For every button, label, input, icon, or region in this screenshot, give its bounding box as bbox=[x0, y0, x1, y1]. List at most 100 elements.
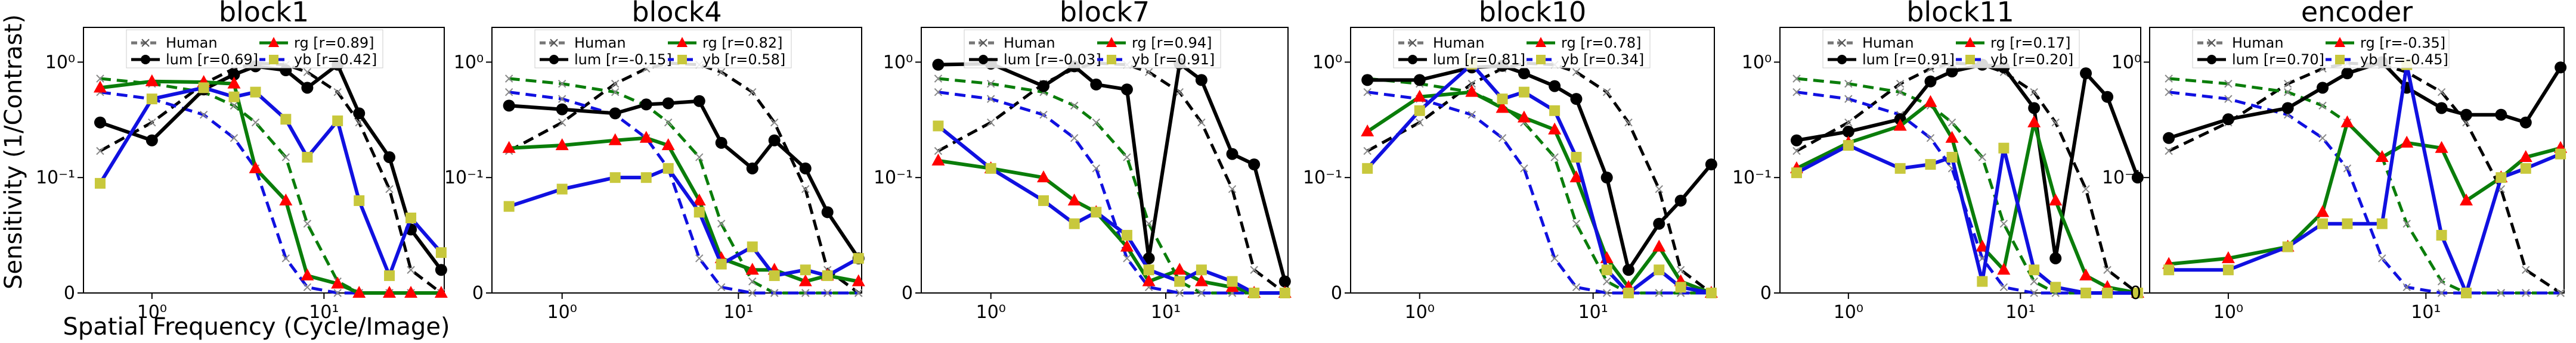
yb-point bbox=[640, 172, 652, 183]
human-yb-line bbox=[509, 91, 859, 295]
lum-point bbox=[2163, 132, 2175, 144]
human-point bbox=[303, 219, 312, 228]
yb-point bbox=[1571, 152, 1582, 163]
human-point bbox=[1844, 95, 1853, 103]
legend-label: lum [r=0.70] bbox=[2232, 51, 2324, 68]
human-point bbox=[1092, 118, 1100, 127]
yb-point bbox=[1705, 288, 1717, 298]
yb-point bbox=[2029, 264, 2040, 276]
lum-point bbox=[145, 134, 158, 146]
legend-label: yb [r=0.20] bbox=[1990, 51, 2073, 68]
human-point bbox=[1999, 283, 2008, 292]
human-point bbox=[230, 134, 239, 142]
yb-point bbox=[1362, 163, 1373, 174]
human-point bbox=[1550, 254, 1559, 263]
human-point bbox=[801, 185, 810, 194]
yb-point bbox=[1196, 264, 1207, 276]
human-point bbox=[1144, 68, 1153, 76]
lum-point bbox=[1518, 67, 1530, 80]
lum-point bbox=[1623, 264, 1635, 276]
yb-point bbox=[2132, 288, 2143, 298]
lum-point bbox=[1600, 172, 1613, 184]
human-point bbox=[1978, 153, 1987, 161]
human-point bbox=[385, 185, 394, 194]
human-rg-line bbox=[938, 77, 1285, 295]
rg-point bbox=[1194, 274, 1208, 286]
chart-title: block7 bbox=[1060, 0, 1150, 28]
legend-label: Human bbox=[2232, 35, 2284, 51]
legend-marker bbox=[1838, 39, 1846, 47]
yb-point bbox=[1279, 288, 1290, 298]
human-point bbox=[504, 88, 513, 96]
chart-title: block11 bbox=[1906, 0, 2014, 28]
yb-point bbox=[556, 183, 568, 195]
legend-marker bbox=[550, 39, 558, 47]
human-point bbox=[1039, 111, 1048, 119]
human-point bbox=[1602, 289, 1611, 297]
rg-point bbox=[1569, 170, 1583, 183]
lum-point bbox=[2495, 108, 2507, 121]
y-tick-label: 10⁰ bbox=[1312, 52, 1342, 73]
human-point bbox=[770, 118, 779, 127]
yb-point bbox=[800, 264, 811, 276]
lum-point bbox=[2028, 102, 2041, 114]
lum-point bbox=[1549, 80, 1561, 92]
x-tick-label: 10¹ bbox=[2005, 302, 2035, 323]
human-point bbox=[748, 289, 757, 297]
yb-point bbox=[1623, 288, 1634, 298]
human-point bbox=[611, 88, 620, 96]
yb-point bbox=[302, 152, 313, 163]
legend-marker bbox=[2334, 37, 2345, 47]
human-point bbox=[1572, 283, 1581, 292]
human-point bbox=[2378, 254, 2386, 263]
human-point bbox=[664, 118, 673, 127]
yb-point bbox=[2555, 148, 2566, 160]
legend-marker bbox=[268, 37, 279, 47]
lum-point bbox=[1226, 148, 1239, 160]
human-point bbox=[934, 88, 943, 96]
lum-point bbox=[1842, 126, 1854, 138]
human-lum-line bbox=[1795, 61, 2139, 294]
lum-point bbox=[353, 107, 366, 120]
y-tick-label: 10⁰ bbox=[45, 52, 75, 73]
human-point bbox=[717, 219, 726, 228]
lum-point bbox=[932, 58, 945, 71]
legend-label: Human bbox=[166, 35, 218, 51]
human-point bbox=[695, 254, 704, 263]
lum-point bbox=[1674, 194, 1687, 207]
x-tick-label: 10⁰ bbox=[2213, 302, 2243, 323]
rg-point bbox=[1173, 263, 1187, 275]
human-point bbox=[1467, 111, 1476, 119]
rg-point bbox=[1517, 110, 1531, 123]
human-point bbox=[2030, 88, 2038, 96]
human-point bbox=[1896, 79, 1905, 88]
human-point bbox=[2343, 164, 2352, 173]
rg-point bbox=[1548, 122, 1562, 135]
chart-title: block4 bbox=[631, 0, 722, 28]
yb-point bbox=[280, 114, 292, 125]
yb-point bbox=[198, 82, 209, 93]
human-point bbox=[1070, 101, 1079, 110]
yb-point bbox=[853, 252, 864, 264]
y-tick-label: 0 bbox=[2130, 283, 2141, 304]
legend-marker bbox=[549, 55, 559, 64]
lum-point bbox=[715, 136, 727, 149]
legend-marker bbox=[1106, 37, 1117, 47]
legend-marker bbox=[979, 39, 987, 47]
human-point bbox=[1250, 266, 1258, 274]
legend-marker bbox=[141, 55, 150, 64]
chart-title: encoder bbox=[2301, 0, 2413, 28]
human-yb-line bbox=[2168, 91, 2561, 295]
yb-point bbox=[2050, 282, 2061, 293]
human-point bbox=[2437, 277, 2446, 286]
yb-point bbox=[693, 207, 705, 218]
lum-point bbox=[94, 116, 106, 129]
rg-point bbox=[555, 138, 569, 151]
axes-frame bbox=[83, 27, 445, 294]
rg-point bbox=[798, 274, 812, 286]
rg-point bbox=[227, 76, 241, 89]
yb-point bbox=[435, 247, 447, 258]
